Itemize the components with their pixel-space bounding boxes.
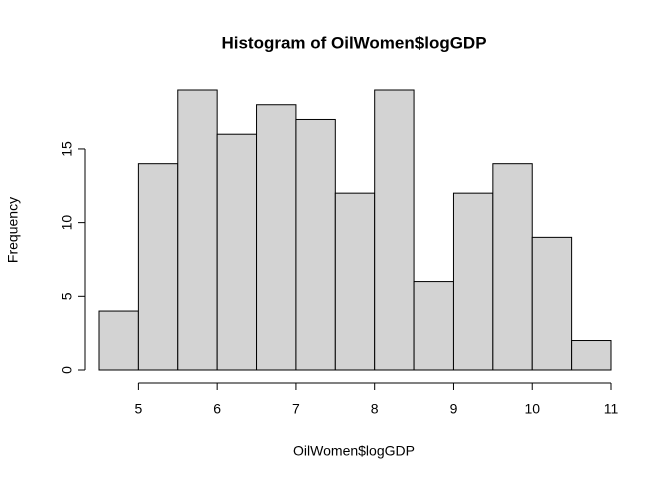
bar (334, 192, 376, 371)
bar (374, 89, 415, 371)
x-tick-label: 8 (371, 401, 379, 417)
bar (137, 163, 179, 371)
y-tick-label: 0 (59, 366, 75, 374)
x-tick-label: 6 (213, 401, 221, 417)
bar (571, 340, 612, 371)
x-axis-label: OilWomen$logGDP (293, 443, 415, 459)
bar (98, 310, 139, 371)
x-tick-label: 5 (134, 401, 142, 417)
bar (216, 133, 258, 371)
bar (413, 281, 454, 371)
bar (295, 118, 336, 371)
x-tick-label: 7 (292, 401, 300, 417)
x-tick-label: 10 (524, 401, 540, 417)
chart-title: Histogram of OilWomen$logGDP (221, 33, 486, 52)
x-tick-label: 9 (450, 401, 458, 417)
y-tick-label: 15 (59, 141, 75, 157)
y-tick-label: 10 (59, 215, 75, 231)
y-tick-label: 5 (59, 292, 75, 300)
x-tick-label: 11 (604, 401, 619, 417)
bar (177, 89, 218, 371)
bar (452, 192, 494, 371)
bar (531, 236, 573, 371)
bar (256, 104, 297, 371)
y-axis-label: Frequency (5, 197, 21, 263)
bar (492, 163, 533, 371)
